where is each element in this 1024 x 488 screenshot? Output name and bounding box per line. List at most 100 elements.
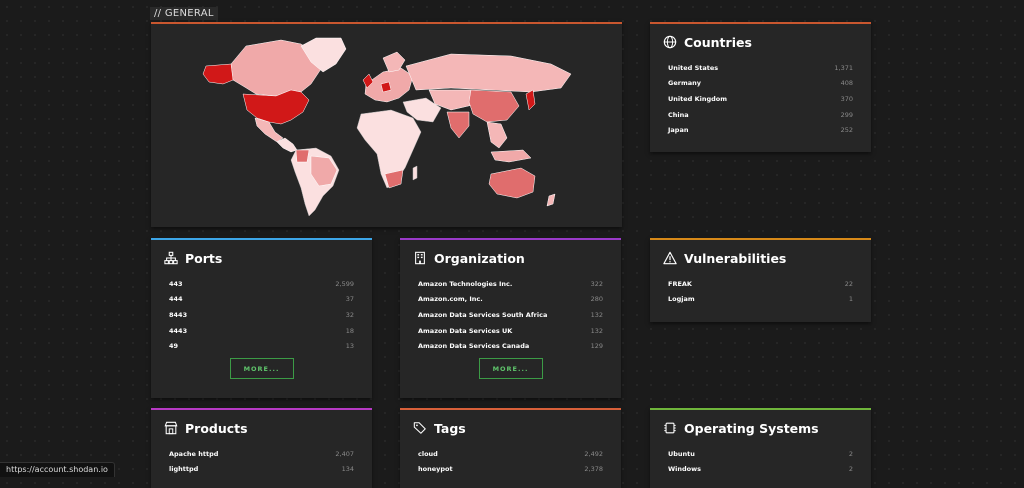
tags-list: cloud 2,492 honeypot 2,378 (400, 446, 621, 477)
org-count: 322 (590, 279, 603, 288)
network-icon (164, 251, 178, 265)
tag-count: 2,492 (584, 449, 603, 458)
map-scandinavia (382, 51, 406, 73)
map-greenland (300, 37, 347, 73)
map-usa (242, 89, 310, 125)
world-map[interactable] (151, 24, 622, 227)
country-name[interactable]: United Kingdom (668, 94, 728, 103)
os-row[interactable]: Windows 2 (668, 462, 853, 478)
map-russia (405, 53, 572, 93)
map-india (446, 111, 470, 139)
port-name[interactable]: 4443 (169, 326, 188, 335)
building-icon (413, 251, 427, 265)
map-colombia (295, 149, 310, 163)
os-count: 2 (848, 465, 853, 474)
map-indonesia (490, 149, 532, 163)
map-japan (525, 89, 536, 111)
products-title: Products (185, 420, 248, 436)
vulnerabilities-list: FREAK 22 Logjam 1 (650, 276, 871, 307)
map-new-zealand (546, 193, 556, 207)
org-name[interactable]: Amazon Data Services UK (418, 326, 513, 335)
tag-name[interactable]: cloud (418, 449, 438, 458)
org-name[interactable]: Amazon Data Services Canada (418, 342, 530, 351)
ports-more-button[interactable]: MORE... (229, 358, 294, 379)
ports-title: Ports (185, 250, 223, 266)
port-row[interactable]: 443 2,599 (169, 276, 354, 292)
org-count: 129 (590, 342, 603, 351)
org-row[interactable]: Amazon.com, Inc. 280 (418, 292, 603, 308)
vulnerabilities-card: Vulnerabilities FREAK 22 Logjam 1 (650, 238, 871, 322)
tag-name[interactable]: honeypot (418, 465, 453, 474)
country-row[interactable]: United Kingdom 370 (668, 91, 853, 107)
org-name[interactable]: Amazon Data Services South Africa (418, 310, 548, 319)
globe-icon (663, 35, 677, 49)
ports-list: 443 2,599 444 37 8443 32 4443 18 49 13 (151, 276, 372, 354)
country-count: 299 (840, 110, 853, 119)
port-row[interactable]: 444 37 (169, 292, 354, 308)
org-row[interactable]: Amazon Data Services UK 132 (418, 323, 603, 339)
map-australia (488, 167, 536, 199)
ports-card: Ports 443 2,599 444 37 8443 32 4443 18 49 13 … (151, 238, 372, 398)
country-row[interactable]: Germany 408 (668, 76, 853, 92)
product-name[interactable]: Apache httpd (169, 449, 219, 458)
products-card: Products Apache httpd 2,407 lighttpd 134 (151, 408, 372, 488)
country-row[interactable]: China 299 (668, 107, 853, 123)
vuln-name[interactable]: FREAK (668, 279, 692, 288)
os-count: 2 (848, 449, 853, 458)
chip-icon (663, 421, 677, 435)
port-row[interactable]: 49 13 (169, 338, 354, 354)
port-name[interactable]: 49 (169, 342, 179, 351)
country-name[interactable]: Germany (668, 79, 701, 88)
os-name[interactable]: Windows (668, 465, 702, 474)
operating-systems-title: Operating Systems (684, 420, 819, 436)
store-icon (164, 421, 178, 435)
organization-list: Amazon Technologies Inc. 322 Amazon.com, … (400, 276, 621, 354)
port-name[interactable]: 443 (169, 279, 183, 288)
map-germany (380, 81, 392, 93)
map-brazil (310, 155, 338, 187)
country-name[interactable]: Japan (668, 126, 689, 135)
country-row[interactable]: United States 1,371 (668, 60, 853, 76)
product-count: 2,407 (335, 449, 354, 458)
os-name[interactable]: Ubuntu (668, 449, 695, 458)
port-name[interactable]: 444 (169, 295, 183, 304)
map-alaska (202, 63, 234, 85)
port-count: 32 (345, 310, 354, 319)
vuln-row[interactable]: Logjam 1 (668, 292, 853, 308)
org-name[interactable]: Amazon Technologies Inc. (418, 279, 513, 288)
org-row[interactable]: Amazon Technologies Inc. 322 (418, 276, 603, 292)
countries-card: Countries United States 1,371 Germany 408 … (650, 22, 871, 152)
os-row[interactable]: Ubuntu 2 (668, 446, 853, 462)
port-count: 37 (345, 295, 354, 304)
product-row[interactable]: lighttpd 134 (169, 462, 354, 478)
org-count: 132 (590, 310, 603, 319)
vuln-row[interactable]: FREAK 22 (668, 276, 853, 292)
org-row[interactable]: Amazon Data Services South Africa 132 (418, 307, 603, 323)
products-list: Apache httpd 2,407 lighttpd 134 (151, 446, 372, 477)
port-row[interactable]: 8443 32 (169, 307, 354, 323)
port-name[interactable]: 8443 (169, 310, 188, 319)
country-name[interactable]: China (668, 110, 689, 119)
vuln-count: 1 (848, 295, 853, 304)
map-southeast-asia (486, 121, 508, 149)
tag-row[interactable]: cloud 2,492 (418, 446, 603, 462)
product-name[interactable]: lighttpd (169, 465, 199, 474)
tag-count: 2,378 (584, 465, 603, 474)
map-south-africa (384, 169, 404, 189)
product-row[interactable]: Apache httpd 2,407 (169, 446, 354, 462)
link-status-bar: https://account.shodan.io (0, 462, 115, 477)
map-central-asia (428, 89, 478, 111)
product-count: 134 (341, 465, 354, 474)
section-title: // GENERAL (150, 7, 218, 20)
map-china (468, 89, 520, 123)
org-row[interactable]: Amazon Data Services Canada 129 (418, 338, 603, 354)
org-name[interactable]: Amazon.com, Inc. (418, 295, 483, 304)
country-name[interactable]: United States (668, 63, 719, 72)
tag-row[interactable]: honeypot 2,378 (418, 462, 603, 478)
organization-more-button[interactable]: MORE... (478, 358, 543, 379)
country-count: 252 (840, 126, 853, 135)
country-row[interactable]: Japan 252 (668, 122, 853, 138)
vuln-name[interactable]: Logjam (668, 295, 695, 304)
operating-systems-card: Operating Systems Ubuntu 2 Windows 2 (650, 408, 871, 488)
port-row[interactable]: 4443 18 (169, 323, 354, 339)
